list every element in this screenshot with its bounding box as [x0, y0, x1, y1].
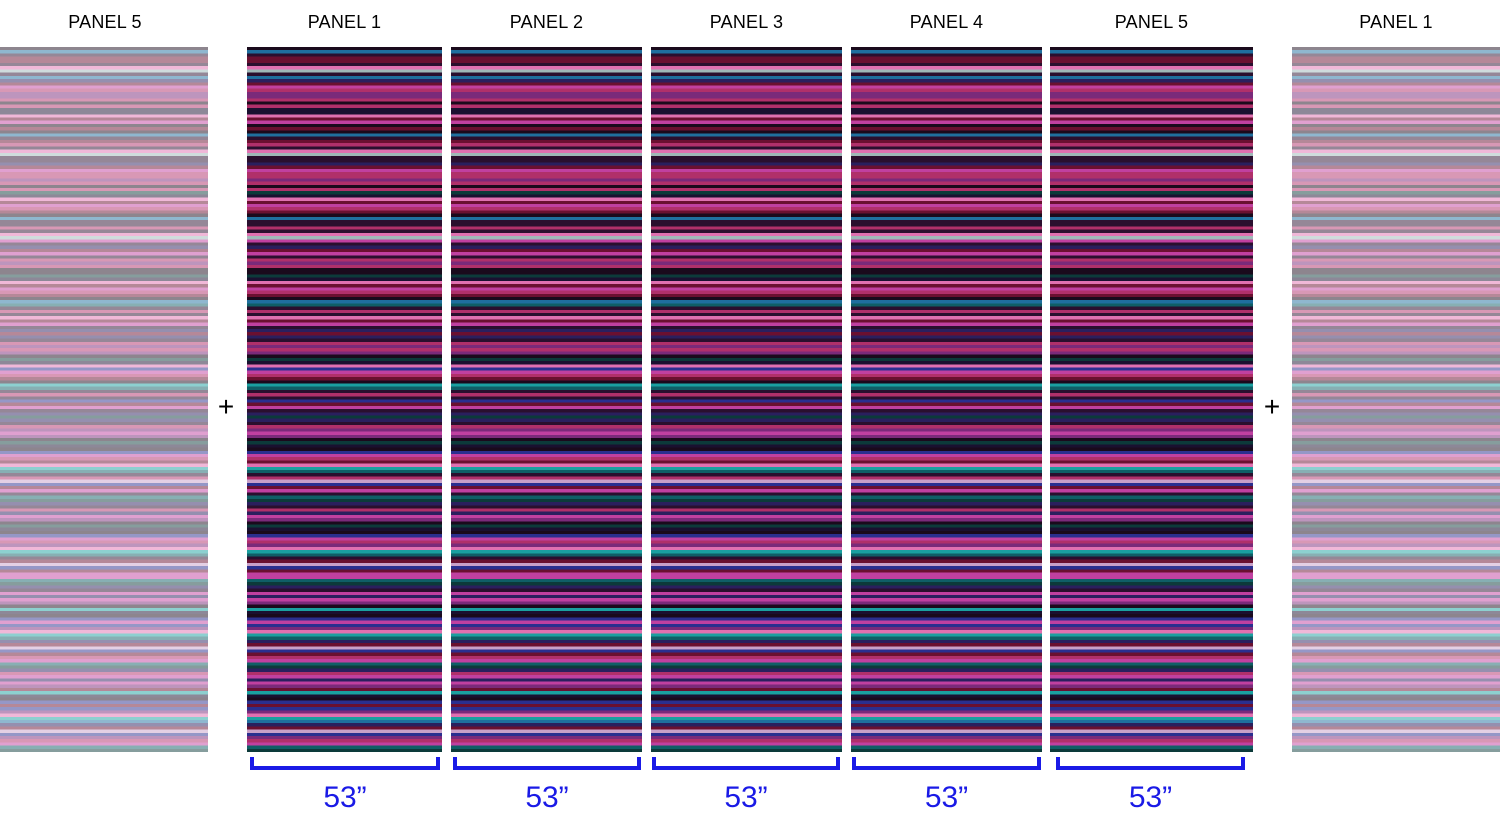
panel-header-5: PANEL 5: [1114, 12, 1189, 32]
width-label-2: 53”: [525, 781, 569, 814]
panel-preview-left: [0, 47, 208, 752]
panel-header-2: PANEL 2: [509, 12, 584, 32]
width-label-5: 53”: [1128, 781, 1173, 814]
panel-4: [851, 47, 1042, 752]
panel-2: [451, 47, 642, 752]
width-bracket-4: [852, 757, 1041, 770]
plus-sign-left: +: [217, 391, 235, 422]
panel-header-4: PANEL 4: [909, 12, 984, 32]
width-label-1: 53”: [323, 781, 367, 814]
panel-1: [247, 47, 442, 752]
width-bracket-1: [250, 757, 440, 770]
panel-header-preview-left: PANEL 5: [68, 12, 142, 32]
panel-header-1: PANEL 1: [307, 12, 382, 32]
panel-5: [1050, 47, 1253, 752]
width-bracket-2: [453, 757, 641, 770]
panel-header-3: PANEL 3: [709, 12, 784, 32]
panel-preview-right: [1292, 47, 1500, 752]
panel-header-preview-right: PANEL 1: [1359, 12, 1433, 32]
width-label-3: 53”: [724, 781, 768, 814]
plus-sign-right: +: [1263, 391, 1281, 422]
width-bracket-3: [652, 757, 840, 770]
width-label-4: 53”: [924, 781, 969, 814]
panel-3: [651, 47, 842, 752]
width-bracket-5: [1056, 757, 1245, 770]
